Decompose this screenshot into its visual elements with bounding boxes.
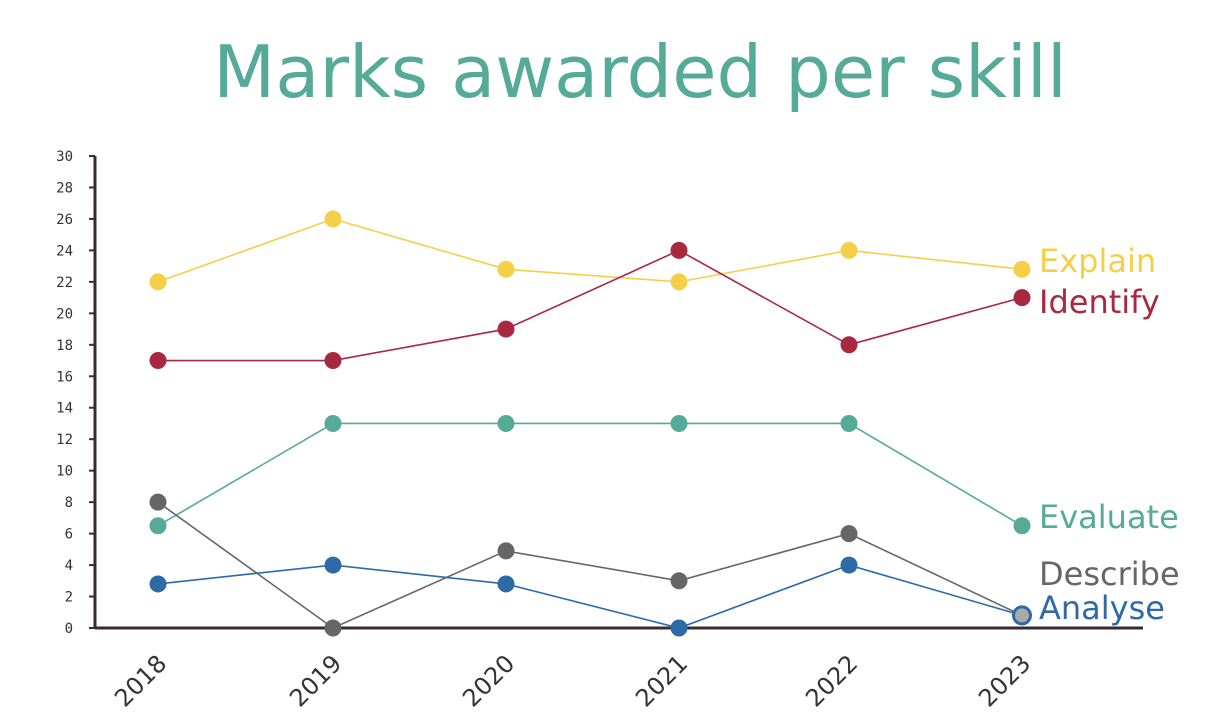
y-tick-label: 28 (56, 180, 73, 196)
y-tick-label: 14 (56, 401, 73, 417)
identify-point (840, 336, 858, 354)
analyse-series-label: Analyse (1039, 589, 1165, 627)
y-tick-label: 2 (65, 590, 73, 606)
x-tick-label: 2020 (457, 649, 520, 712)
x-tick-label: 2021 (630, 649, 693, 712)
describe-point (497, 542, 515, 560)
x-tick-label: 2023 (973, 649, 1036, 712)
evaluate-point (840, 414, 858, 432)
identify-point (1013, 289, 1031, 307)
evaluate-line (157, 422, 1023, 527)
evaluate-point (497, 414, 515, 432)
analyse-point (324, 556, 342, 574)
y-tick-label: 6 (65, 527, 73, 543)
y-tick-label: 24 (56, 243, 73, 259)
x-tick-label: 2022 (800, 649, 863, 712)
describe-point (149, 493, 167, 511)
explain-point (497, 260, 515, 278)
identify-point (324, 352, 342, 370)
analyse-point (840, 556, 858, 574)
describe-line (157, 501, 1023, 629)
analyse-point (149, 575, 167, 593)
explain-line (157, 218, 1023, 283)
analyse-point (670, 619, 688, 637)
y-tick-label: 26 (56, 212, 73, 228)
y-tick-label: 0 (65, 621, 73, 637)
y-tick-label: 12 (56, 432, 73, 448)
evaluate-series-label: Evaluate (1039, 498, 1179, 536)
explain-series-label: Explain (1039, 242, 1156, 280)
describe-point (324, 619, 342, 637)
y-tick-label: 22 (56, 275, 73, 291)
identify-point (497, 320, 515, 338)
identify-point (149, 352, 167, 370)
y-tick-label: 16 (56, 369, 73, 385)
x-tick-label: 2018 (109, 649, 172, 712)
describe-series-label: Describe (1039, 555, 1180, 593)
x-tick-label: 2019 (284, 649, 347, 712)
explain-point (1013, 260, 1031, 278)
explain-point (670, 273, 688, 291)
analyse-point (1012, 605, 1032, 626)
evaluate-point (1013, 517, 1031, 535)
y-tick-label: 4 (65, 558, 73, 574)
evaluate-point (149, 517, 167, 535)
analyse-line (157, 564, 1023, 629)
y-tick-label: 18 (56, 338, 73, 354)
analyse-point (497, 575, 515, 593)
explain-point (149, 273, 167, 291)
identify-point (670, 241, 688, 259)
evaluate-point (324, 414, 342, 432)
y-tick-label: 10 (56, 464, 73, 480)
identify-series-label: Identify (1039, 283, 1160, 321)
y-tick-label: 30 (56, 149, 73, 165)
explain-point (840, 241, 858, 259)
identify-line (158, 249, 1023, 362)
chart-title: Marks awarded per skill (213, 30, 1067, 114)
describe-point (670, 572, 688, 590)
y-tick-label: 8 (65, 495, 73, 511)
explain-point (324, 210, 342, 228)
y-tick-label: 20 (56, 306, 73, 322)
evaluate-point (670, 414, 688, 432)
describe-point (840, 525, 858, 543)
